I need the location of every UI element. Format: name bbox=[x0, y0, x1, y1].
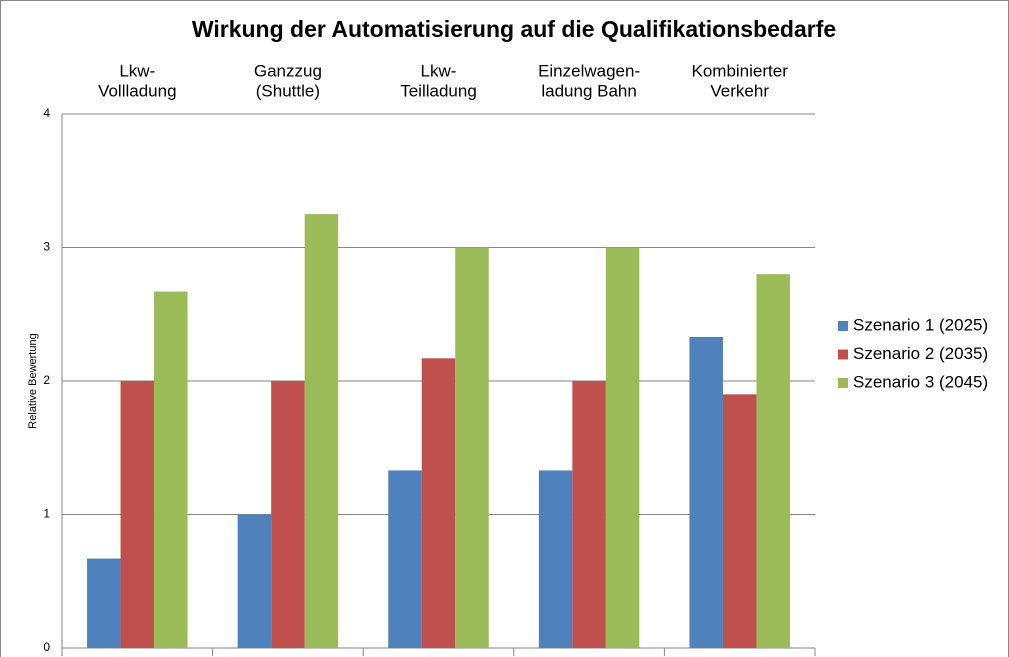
category-label: Ganzzug bbox=[254, 61, 322, 80]
category-label: Einzelwagen- bbox=[538, 61, 640, 80]
bar bbox=[538, 470, 573, 648]
y-tick-label: 0 bbox=[43, 640, 50, 654]
legend-swatch bbox=[838, 321, 848, 331]
category-label: ladung Bahn bbox=[541, 81, 636, 100]
category-label: (Shuttle) bbox=[256, 81, 320, 100]
bar bbox=[689, 336, 723, 648]
bar bbox=[237, 514, 272, 648]
bar bbox=[271, 381, 305, 648]
chart-title: Wirkung der Automatisierung auf die Qual… bbox=[192, 16, 836, 42]
bar bbox=[120, 381, 155, 648]
bar bbox=[87, 558, 121, 648]
legend-label: Szenario 3 (2045) bbox=[853, 372, 988, 391]
bar bbox=[722, 394, 757, 648]
category-label: Lkw- bbox=[421, 61, 457, 80]
legend-label: Szenario 2 (2035) bbox=[853, 344, 988, 363]
bar bbox=[154, 291, 188, 648]
bar bbox=[421, 358, 456, 648]
category-label: Teilladung bbox=[400, 81, 477, 100]
bar bbox=[572, 381, 606, 648]
bar bbox=[455, 247, 489, 648]
legend-swatch bbox=[838, 349, 848, 360]
category-label: Kombinierter bbox=[692, 61, 789, 80]
category-label: Verkehr bbox=[710, 81, 769, 100]
category-label: Vollladung bbox=[98, 81, 176, 100]
legend-swatch bbox=[838, 378, 848, 388]
y-tick-label: 4 bbox=[43, 106, 50, 120]
y-axis-label: Relative Bewertung bbox=[27, 333, 39, 428]
y-tick-label: 2 bbox=[43, 373, 50, 387]
y-tick-label: 1 bbox=[43, 507, 50, 521]
bar bbox=[756, 274, 790, 648]
category-label: Lkw- bbox=[119, 61, 155, 80]
bar bbox=[304, 214, 339, 648]
y-tick-label: 3 bbox=[43, 240, 50, 254]
bar bbox=[388, 470, 422, 648]
legend-label: Szenario 1 (2025) bbox=[853, 315, 988, 334]
bar bbox=[605, 247, 640, 648]
